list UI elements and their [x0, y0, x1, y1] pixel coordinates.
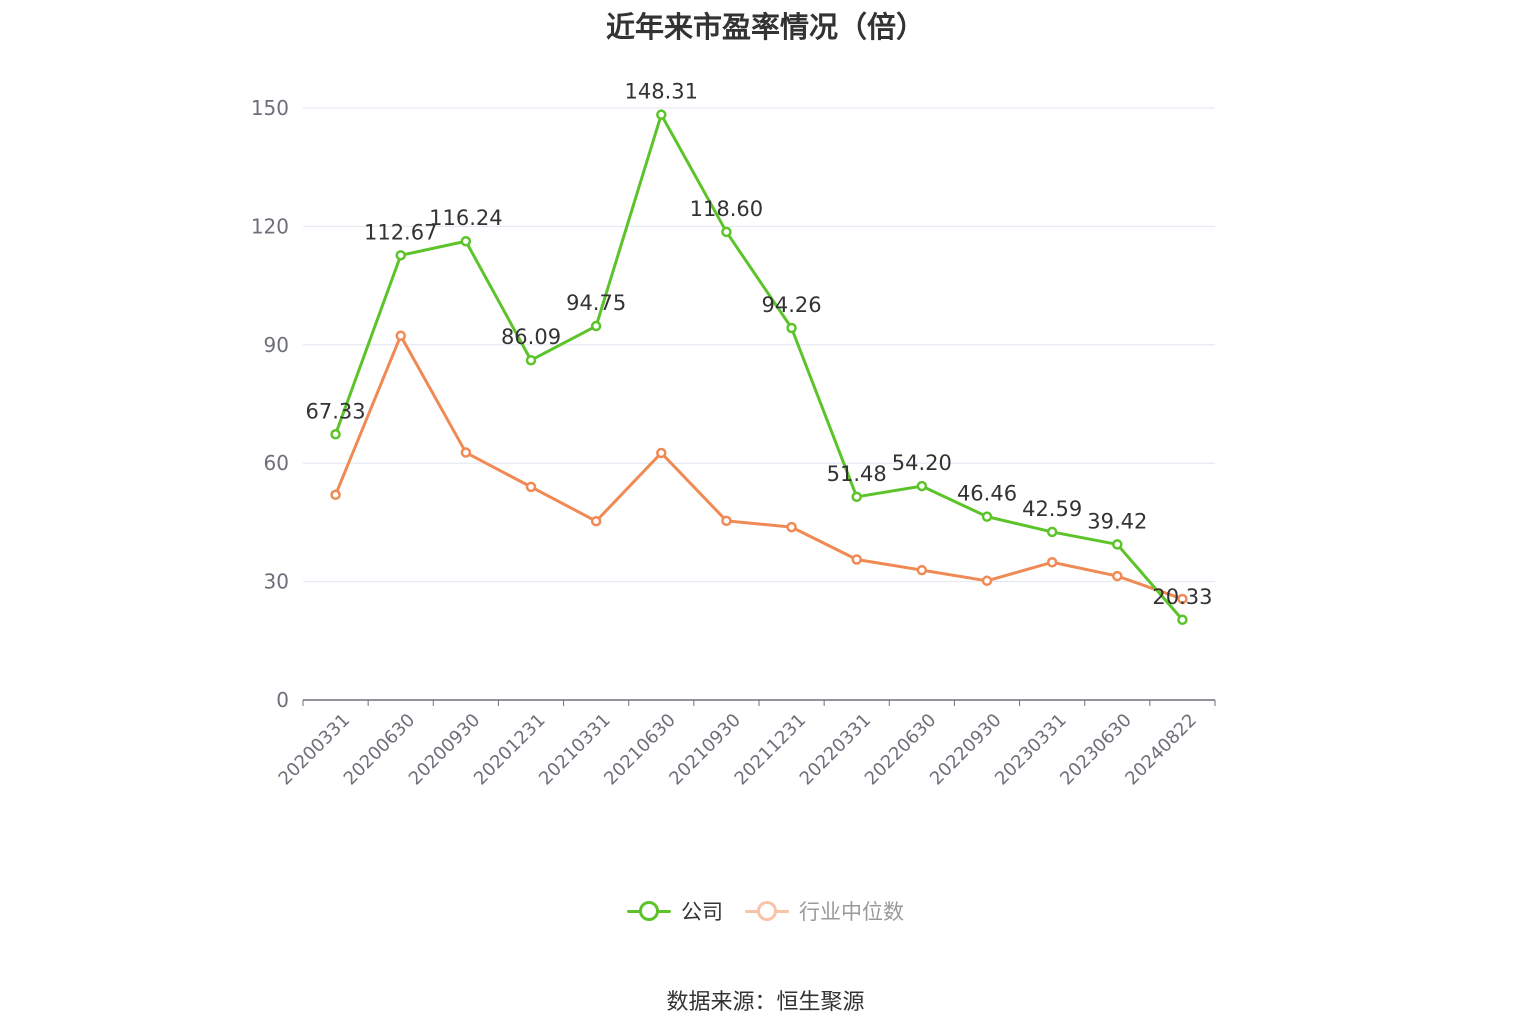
data-point [1177, 593, 1188, 605]
legend-label-company: 公司 [681, 900, 723, 924]
data-point [525, 481, 537, 493]
legend-swatch-company [627, 901, 671, 921]
series-line [334, 334, 1183, 601]
data-label: 46.46 [957, 482, 1017, 506]
legend-label-industry: 行业中位数 [799, 900, 904, 924]
data-point [1177, 614, 1188, 626]
data-label: 94.26 [762, 293, 822, 317]
data-label: 116.24 [429, 206, 502, 230]
data-point [460, 235, 472, 247]
x-axis-ticks: 2020033120200630202009302020123120210331… [275, 710, 1201, 790]
data-point [525, 354, 537, 366]
data-label: 67.33 [306, 399, 366, 423]
y-axis-ticks: 0 30 60 90 120 150 [251, 96, 289, 712]
data-point [1112, 539, 1123, 550]
legend-swatch-industry [745, 901, 789, 921]
data-point [721, 515, 732, 527]
data-point [721, 226, 732, 238]
y-tick-label: 60 [264, 451, 289, 475]
data-point [916, 564, 928, 576]
y-tick-label: 120 [251, 214, 289, 238]
data-point [1046, 557, 1058, 568]
data-point [395, 250, 406, 261]
data-point [330, 429, 341, 440]
data-label: 112.67 [364, 220, 437, 244]
y-tick-label: 90 [264, 333, 289, 357]
data-point [1046, 526, 1058, 538]
data-label: 118.60 [690, 197, 763, 221]
data-label: 42.59 [1022, 497, 1082, 521]
data-point [786, 521, 797, 533]
data-label: 86.09 [501, 325, 561, 349]
y-tick-label: 0 [276, 688, 289, 712]
data-point [916, 480, 928, 492]
data-point [981, 511, 993, 522]
data-label: 39.42 [1087, 509, 1147, 533]
data-point [590, 515, 602, 527]
legend-item-industry[interactable]: 行业中位数 [745, 896, 904, 926]
data-point [1112, 570, 1123, 582]
legend-item-company[interactable]: 公司 [627, 896, 723, 926]
data-point [590, 320, 602, 332]
series-lines [330, 109, 1188, 626]
data-point [395, 330, 406, 341]
data-label: 94.75 [566, 291, 626, 315]
data-label: 54.20 [892, 451, 952, 475]
data-label: 20.33 [1152, 585, 1212, 609]
data-point [981, 575, 993, 587]
data-point [656, 109, 667, 120]
data-point [330, 489, 341, 501]
data-point [851, 554, 862, 565]
line-chart: 0 30 60 90 120 150 20200331202006302020093020… [251, 80, 1216, 790]
data-point [786, 322, 797, 334]
legend: 公司 行业中位数 [0, 896, 1531, 926]
data-point [656, 447, 667, 459]
gridlines [303, 107, 1215, 583]
y-tick-label: 30 [264, 570, 289, 594]
data-label: 148.31 [625, 80, 698, 104]
chart-title: 近年来市盈率情况（倍） [605, 10, 925, 44]
data-source: 数据来源：恒生聚源 [666, 990, 865, 1015]
x-axis [302, 699, 1216, 706]
data-label: 51.48 [827, 462, 887, 486]
x-tick-label: 20240822 [1121, 710, 1201, 790]
series-line [334, 113, 1184, 621]
data-point [851, 491, 862, 503]
data-point [460, 447, 472, 458]
y-tick-label: 150 [251, 96, 289, 120]
